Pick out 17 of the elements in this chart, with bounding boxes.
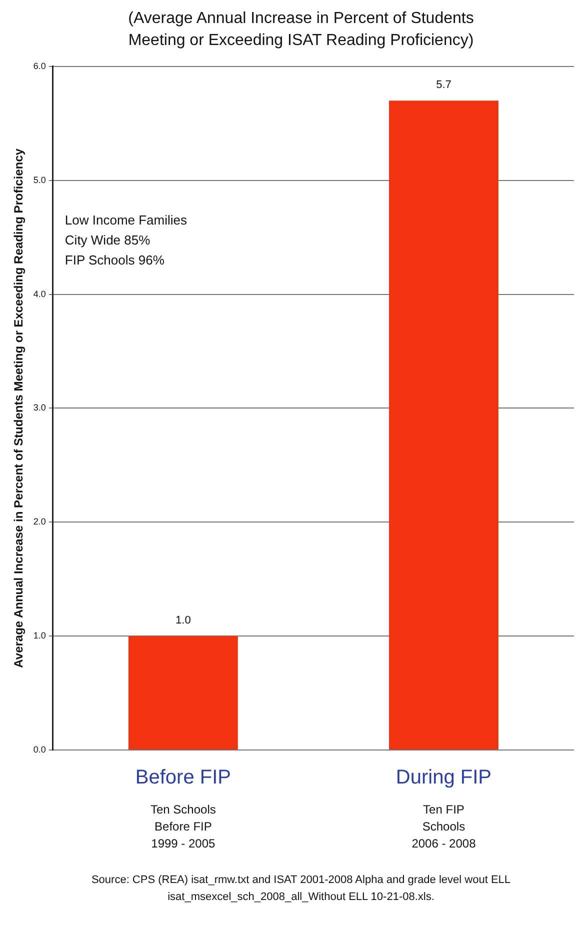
y-tick-label: 0.0 (33, 744, 46, 754)
data-label: 5.7 (436, 79, 452, 92)
y-tick-label: 1.0 (33, 630, 46, 641)
x-tick-label: Before FIP (135, 766, 231, 789)
y-axis-title: Average Annual Increase in Percent of Students Meeting or Exceeding Reading Proficiency (12, 148, 26, 668)
data-label: 1.0 (176, 614, 191, 627)
y-tick-label: 2.0 (33, 516, 46, 527)
y-tick-label: 6.0 (33, 60, 46, 71)
text: Ten FIP Schools 2006 - 2008 (412, 802, 476, 850)
y-tick-label: 3.0 (33, 402, 46, 413)
text: Ten Schools Before FIP 1999 - 2005 (150, 802, 216, 850)
x-tick-label: During FIP (396, 766, 492, 789)
chart-title: (Average Annual Increase in Percent of Students Meeting or Exceeding ISAT Reading Proficiency) (127, 9, 475, 51)
annotation: Low Income Families City Wide 85% FIP Schools 96% (64, 212, 188, 268)
y-tick-label: 5.0 (33, 174, 46, 185)
y-tick-label: 4.0 (33, 288, 46, 299)
source-note: Source: CPS (REA) isat_rmw.txt and ISAT 2001-2008 Alpha and grade level wout ELL isat_msexcel_sch_2008_all_Without ELL 10-21-08.xls. (90, 873, 512, 905)
